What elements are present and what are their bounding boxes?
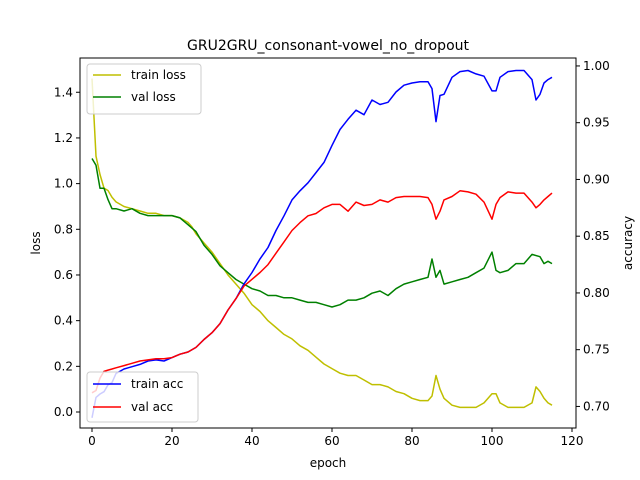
right-y-axis-label: accuracy xyxy=(621,216,635,270)
x-tick-label: 20 xyxy=(164,434,179,448)
right-y-tick-label: 1.00 xyxy=(583,59,610,73)
legend-train-loss-label: train loss xyxy=(131,68,186,82)
x-tick-label: 100 xyxy=(481,434,504,448)
x-axis-ticks: 0 20 40 60 80 100 120 xyxy=(88,428,583,448)
legend-val-acc-label: val acc xyxy=(131,400,173,414)
plot-lines xyxy=(91,69,553,418)
chart-title: GRU2GRU_consonant-vowel_no_dropout xyxy=(187,38,470,54)
legend-loss: train loss val loss xyxy=(86,63,202,115)
legend-accuracy: train acc val acc xyxy=(86,371,199,423)
legend-loss-box xyxy=(86,63,202,115)
series-line-val-loss xyxy=(91,158,553,308)
legend-train-acc-label: train acc xyxy=(131,377,183,391)
left-y-tick-label: 0.8 xyxy=(54,222,73,236)
right-y-tick-label: 0.90 xyxy=(583,172,610,186)
series-line-train-acc xyxy=(91,69,553,418)
left-y-axis-ticks: 0.0 0.2 0.4 0.6 0.8 1.0 1.2 1.4 xyxy=(54,85,80,419)
left-y-tick-label: 1.2 xyxy=(54,131,73,145)
right-y-axis-ticks: 0.70 0.75 0.80 0.85 0.90 0.95 1.00 xyxy=(576,59,610,413)
x-tick-label: 80 xyxy=(404,434,419,448)
x-tick-label: 120 xyxy=(561,434,584,448)
left-y-tick-label: 1.0 xyxy=(54,177,73,191)
left-y-tick-label: 0.6 xyxy=(54,268,73,282)
left-y-tick-label: 0.4 xyxy=(54,314,73,328)
right-y-tick-label: 0.85 xyxy=(583,229,610,243)
plot-frame xyxy=(79,57,577,429)
x-tick-label: 40 xyxy=(244,434,259,448)
left-y-tick-label: 0.2 xyxy=(54,359,73,373)
series-line-val-acc xyxy=(91,190,553,394)
right-y-tick-label: 0.80 xyxy=(583,286,610,300)
x-tick-label: 60 xyxy=(324,434,339,448)
left-y-axis-label: loss xyxy=(29,231,43,254)
right-y-tick-label: 0.70 xyxy=(583,399,610,413)
right-y-tick-label: 0.95 xyxy=(583,116,610,130)
right-y-tick-label: 0.75 xyxy=(583,343,610,357)
x-tick-label: 0 xyxy=(88,434,96,448)
series-line-train-loss xyxy=(91,78,553,409)
legend-val-loss-label: val loss xyxy=(131,90,176,104)
left-y-tick-label: 0.0 xyxy=(54,405,73,419)
left-y-tick-label: 1.4 xyxy=(54,85,73,99)
x-axis-label: epoch xyxy=(310,456,347,470)
